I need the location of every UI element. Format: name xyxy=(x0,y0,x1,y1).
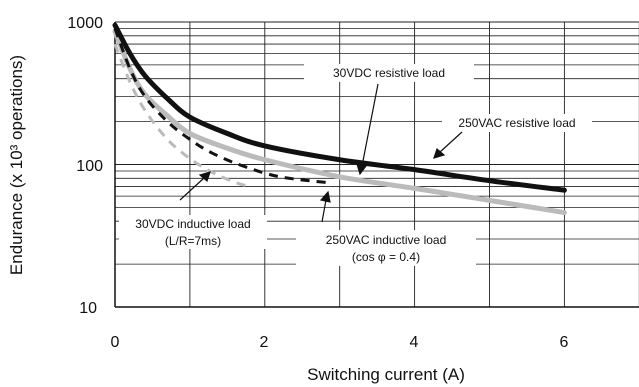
arrowhead xyxy=(356,163,368,176)
annotation-arrows xyxy=(179,83,463,223)
arrow-30vdc-inductive xyxy=(179,177,205,201)
annotation-250vac-inductive-cos: (cos φ = 0.4) xyxy=(352,250,420,264)
x-tick-label: 2 xyxy=(260,334,269,351)
arrow-250vac-resistive xyxy=(439,131,463,153)
arrow-250vac-inductive xyxy=(321,199,327,223)
y-tick-label: 1000 xyxy=(67,15,103,32)
arrowhead xyxy=(319,190,331,203)
label-box xyxy=(296,230,476,266)
y-tick-label: 10 xyxy=(79,300,97,317)
y-tick-label: 100 xyxy=(76,158,103,175)
annotation-250vac-inductive: 250VAC inductive load xyxy=(326,233,447,247)
annotation-30vdc-inductive-ratio: (L/R=7ms) xyxy=(165,234,221,248)
label-box xyxy=(304,64,474,82)
arrow-30vdc-resistive xyxy=(361,83,379,167)
x-tick-label: 4 xyxy=(410,334,419,351)
series-line xyxy=(112,22,567,193)
x-axis-title: Switching current (A) xyxy=(307,365,465,384)
series-lines xyxy=(112,22,567,216)
series-line xyxy=(113,27,333,185)
y-axis-title: Endurance (x 10³ operations) xyxy=(7,55,26,275)
x-tick-label: 6 xyxy=(560,334,569,351)
arrowhead xyxy=(433,147,446,159)
label-box xyxy=(119,215,267,249)
arrowhead xyxy=(198,171,211,183)
annotation-250vac-resistive: 250VAC resistive load xyxy=(458,116,575,130)
x-tick-label: 0 xyxy=(111,334,120,351)
label-box xyxy=(442,114,592,132)
annotation-30vdc-resistive: 30VDC resistive load xyxy=(333,66,445,80)
annotation-30vdc-inductive: 30VDC inductive load xyxy=(135,217,250,231)
